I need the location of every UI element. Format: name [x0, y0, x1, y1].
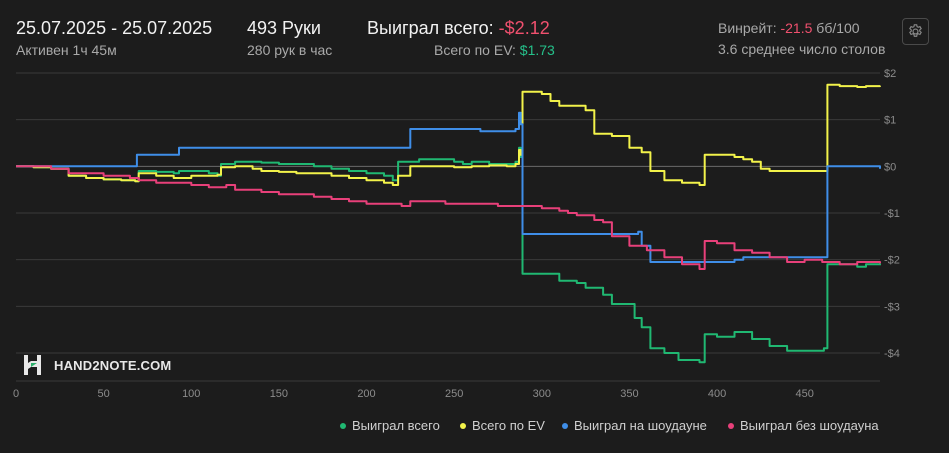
hand2note-logo-icon — [24, 355, 41, 375]
x-tick-label: 250 — [445, 388, 463, 400]
y-tick-label: -$1 — [884, 208, 900, 220]
winrate-unit: бб/100 — [816, 20, 860, 36]
series-line-1 — [16, 83, 881, 186]
y-axis-ticks: $2 $1 $0 -$1 -$2 -$3 -$4 — [884, 68, 900, 360]
grid — [16, 72, 880, 382]
legend-label: Выиграл без шоудауна — [740, 418, 879, 433]
x-tick-label: 50 — [98, 388, 110, 400]
legend-dot — [728, 422, 734, 429]
series-line-0 — [16, 146, 881, 364]
won-total-value: -$2.12 — [498, 18, 550, 38]
ev-total: Всего по EV: $1.73 — [434, 42, 555, 58]
legend-item-showdown[interactable]: Выиграл на шоудауне — [562, 418, 707, 433]
y-tick-label: -$4 — [884, 348, 900, 360]
y-tick-label: -$2 — [884, 255, 900, 267]
x-tick-label: 350 — [620, 388, 638, 400]
y-tick-label: $0 — [884, 161, 896, 173]
results-chart: $2 $1 $0 -$1 -$2 -$3 -$4 0 50 100 150 200 250 300 350… — [13, 68, 900, 400]
won-total-label: Выиграл всего: — [367, 18, 494, 38]
x-tick-label: 150 — [270, 388, 288, 400]
legend-dot — [562, 422, 568, 429]
y-tick-label: -$3 — [884, 301, 900, 313]
series-line-3 — [16, 165, 881, 270]
legend-dot — [340, 422, 346, 429]
date-range: 25.07.2025 - 25.07.2025 — [16, 18, 213, 38]
legend-label: Выиграл всего — [352, 418, 440, 433]
logo-text: HAND2NOTE.COM — [54, 357, 172, 373]
x-tick-label: 300 — [533, 388, 551, 400]
legend-label: Выиграл на шоудауне — [574, 418, 707, 433]
active-time: Активен 1ч 45м — [16, 42, 117, 58]
settings-button[interactable] — [902, 18, 929, 45]
legend-item-ev[interactable]: Всего по EV — [460, 418, 545, 433]
won-total: Выиграл всего: -$2.12 — [367, 18, 555, 39]
ev-label: Всего по EV: — [434, 42, 516, 58]
series-lines — [16, 83, 881, 364]
results-info: Выиграл всего: -$2.12 Всего по EV: $1.73 — [367, 18, 555, 58]
winrate-label: Винрейт: — [718, 20, 777, 36]
header: 25.07.2025 - 25.07.2025 Активен 1ч 45м 4… — [0, 0, 949, 62]
hands-per-hour: 280 рук в час — [247, 42, 333, 58]
x-tick-label: 0 — [13, 388, 19, 400]
legend: Выиграл всего Всего по EV Выиграл на шоу… — [340, 418, 900, 436]
legend-dot — [460, 422, 466, 429]
gear-icon — [909, 24, 922, 37]
logo: HAND2NOTE.COM — [22, 350, 171, 380]
legend-label: Всего по EV — [472, 418, 545, 433]
winrate-info: Винрейт: -21.5 бб/100 3.6 среднее число … — [718, 20, 885, 57]
winrate: Винрейт: -21.5 бб/100 — [718, 20, 885, 36]
x-axis-ticks: 0 50 100 150 200 250 300 350 400 450 — [13, 388, 814, 400]
session-info: 25.07.2025 - 25.07.2025 Активен 1ч 45м — [16, 18, 212, 58]
ev-value: $1.73 — [519, 42, 555, 58]
x-tick-label: 100 — [182, 388, 200, 400]
x-tick-label: 400 — [708, 388, 726, 400]
avg-tables: 3.6 среднее число столов — [718, 41, 886, 57]
y-tick-label: $2 — [884, 68, 896, 80]
series-line-2 — [16, 111, 881, 263]
y-tick-label: $1 — [884, 115, 896, 127]
hands-count: 493 Руки — [247, 18, 321, 38]
hands-info: 493 Руки 280 рук в час — [247, 18, 332, 58]
legend-item-won-total[interactable]: Выиграл всего — [340, 418, 440, 433]
winrate-value: -21.5 — [780, 20, 813, 36]
x-tick-label: 200 — [357, 388, 375, 400]
x-tick-label: 450 — [795, 388, 813, 400]
legend-item-non-showdown[interactable]: Выиграл без шоудауна — [728, 418, 879, 433]
